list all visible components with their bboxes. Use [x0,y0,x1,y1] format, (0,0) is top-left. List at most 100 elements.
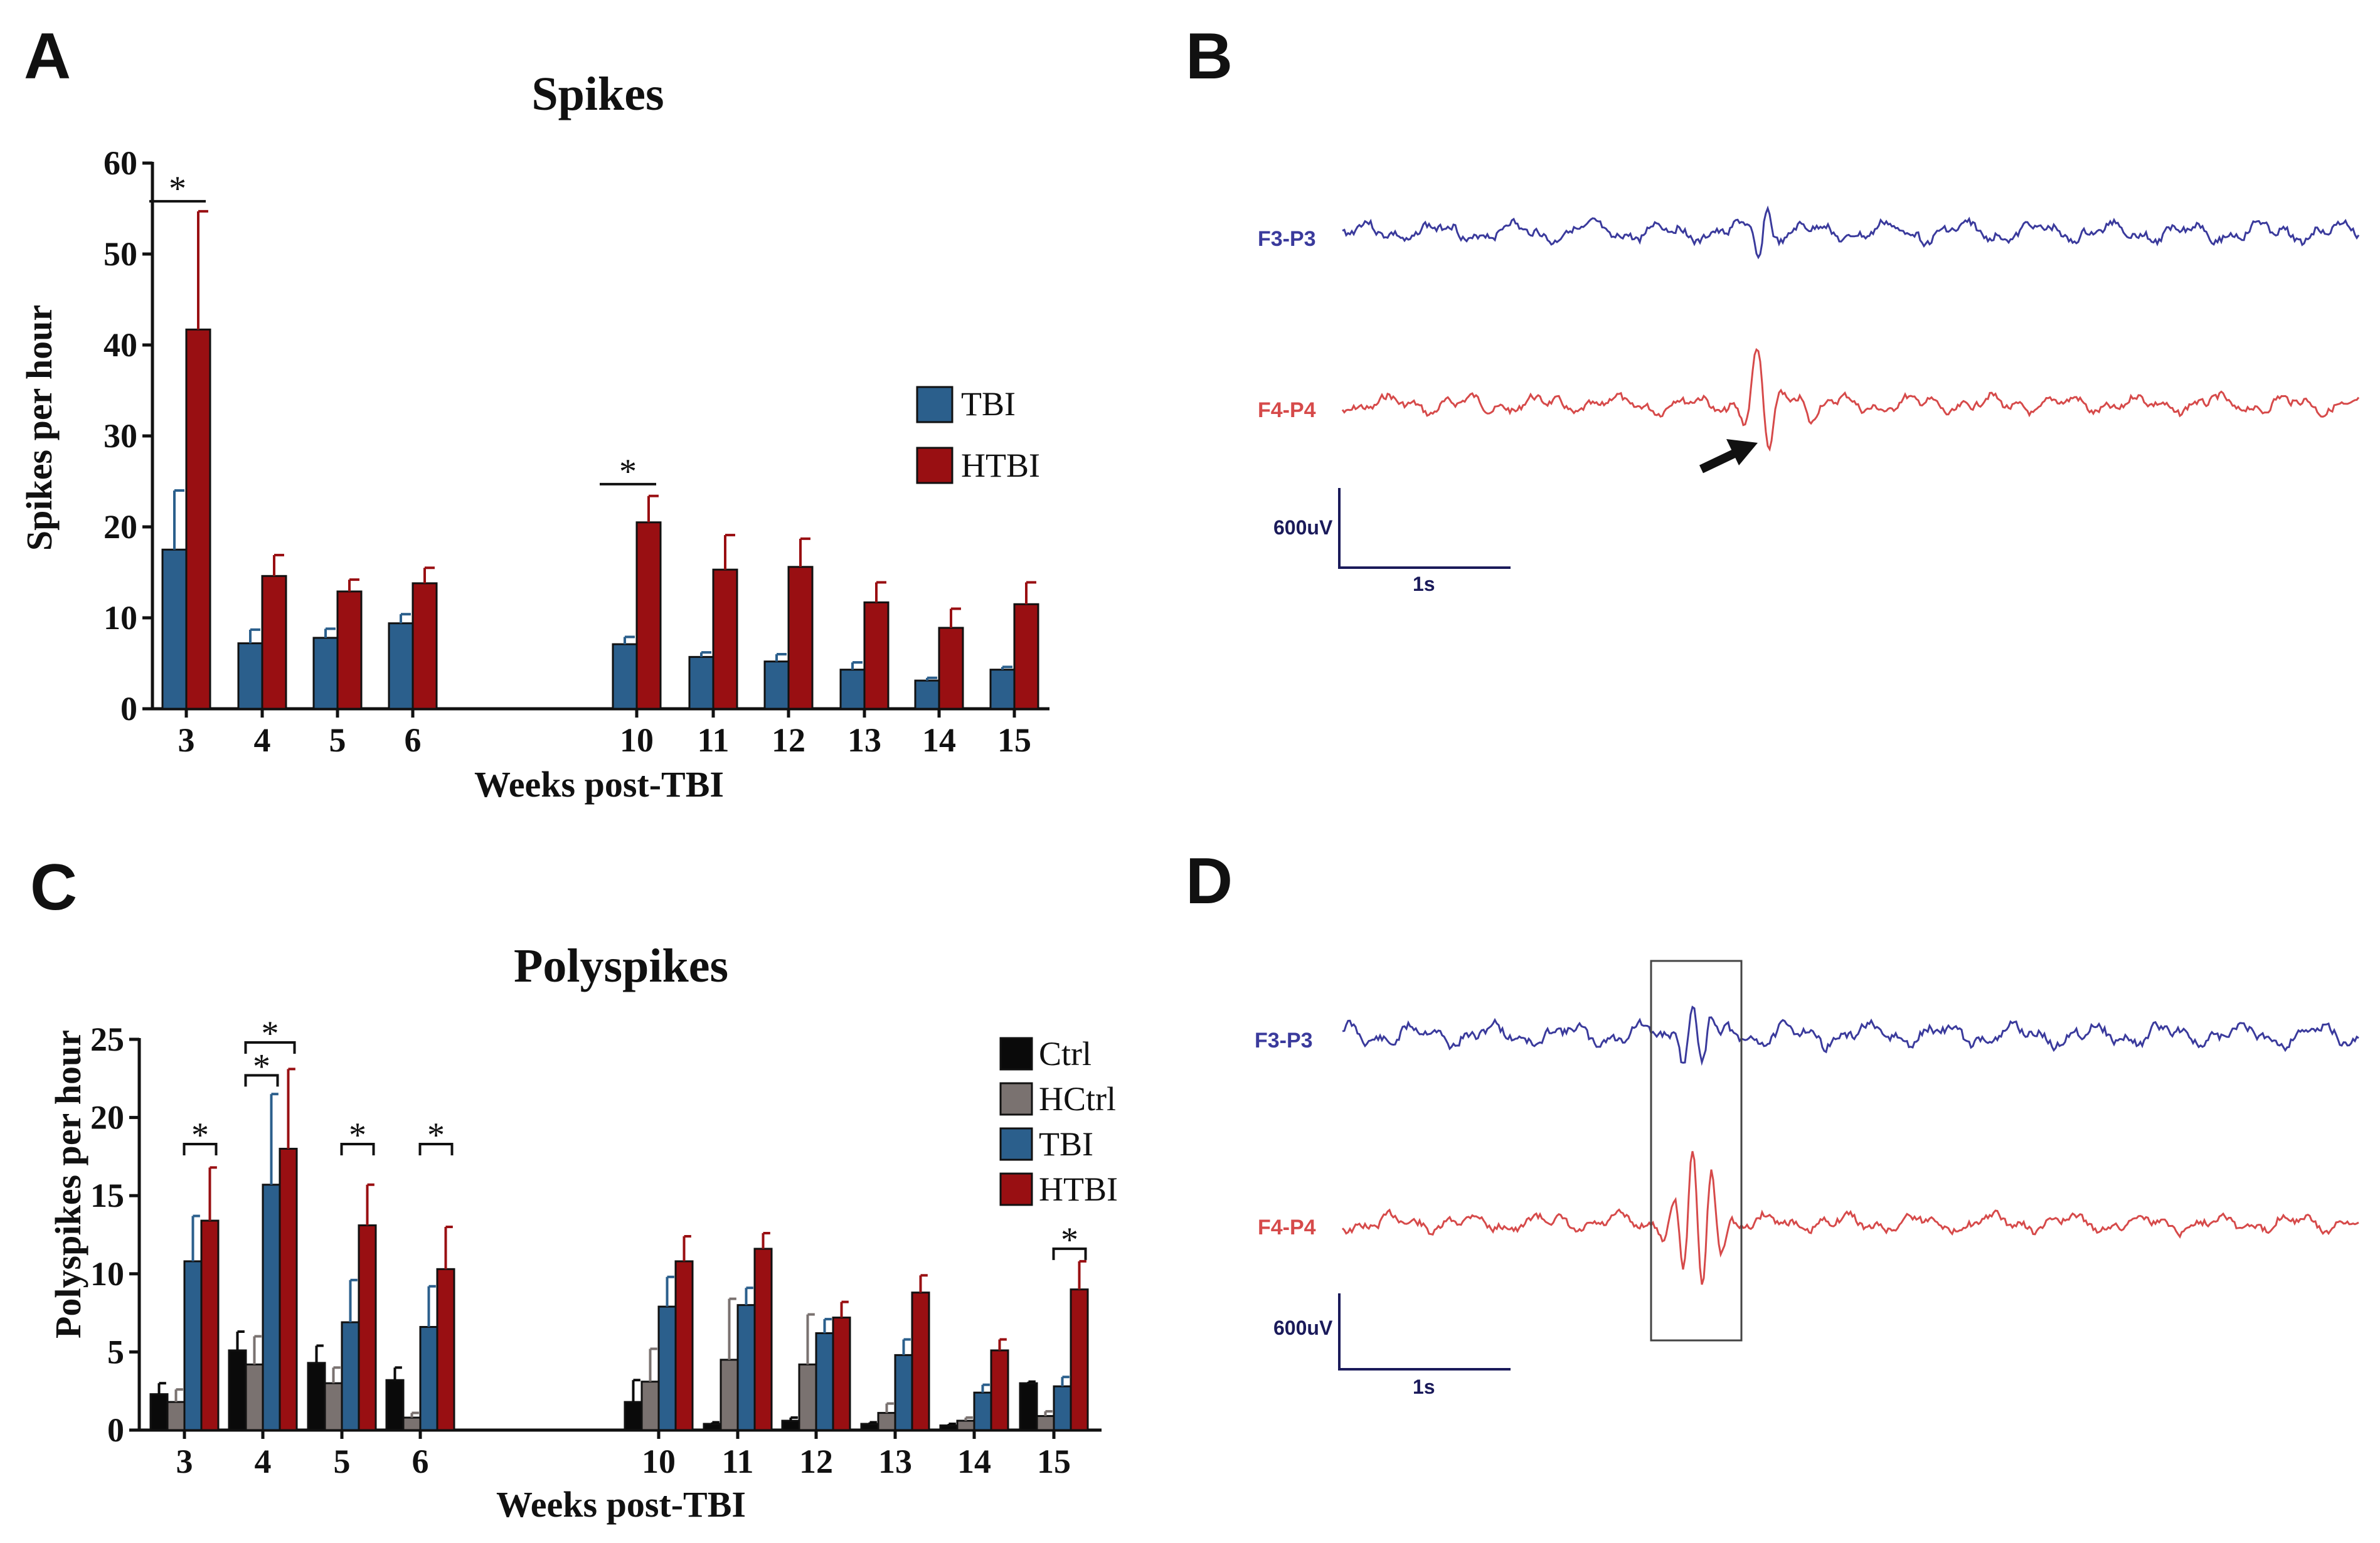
chart-a-ytick-label-0: 0 [120,690,137,728]
chart-c-bar-htbi-wk5 [358,1224,377,1431]
chart-a-bar-tbi-wk4 [237,642,263,710]
chart-c-bar-tbi-wk11 [736,1304,756,1431]
eeg-b-channel-label-1: F3-P3 [1258,227,1316,251]
legend-swatch-tbi [916,386,954,423]
chart-c-xtick-label-5: 5 [334,1443,351,1480]
chart-a-bar-tbi-wk12 [763,660,790,710]
chart-a-ytick-label-40: 40 [104,326,137,364]
arrow-head [1726,439,1758,465]
chart-c-bar-htbi-wk13 [911,1291,930,1431]
chart-a-ytick-label-20: 20 [104,508,137,546]
chart-c-title: Polyspikes [514,940,728,992]
chart-a-xlabel: Weeks post-TBI [474,764,724,805]
chart-c-sig-wk6-tbi-htbi-bracket [418,1142,454,1155]
chart-c-ytick-label-20: 20 [90,1099,124,1137]
chart-a-xtick-label-3: 3 [178,721,195,759]
chart-a-bar-tbi-wk5 [312,637,339,710]
chart-a-xtick-label-12: 12 [772,721,805,759]
chart-c-sig-wk4-hctrl-tbi-bracket [244,1074,279,1087]
chart-a-bar-htbi-wk12 [787,566,814,710]
panel-letter-a: A [24,20,71,93]
polyspikes-chart: Polyspikes Polyspikes per hour Weeks pos… [48,940,1118,1525]
chart-c-ytick-label-0: 0 [107,1411,124,1449]
eeg-d-scale-bar [1338,1293,1511,1371]
chart-c-bar-htbi-wk4 [279,1147,298,1431]
chart-c-bar-htbi-wk10 [674,1260,694,1431]
chart-c-xlabel: Weeks post-TBI [496,1484,746,1525]
chart-c-sig-wk3-tbi-htbi-star: * [191,1116,209,1155]
chart-a-plot-area: 0 10 20 30 40 50 60 3 4 5 6 10 11 12 13 14 15 * * [104,144,1049,759]
chart-c-sig-wk15-tbi-htbi-star: * [1061,1221,1078,1259]
chart-c-ytick-label-25: 25 [90,1021,124,1058]
chart-c-bar-tbi-wk3 [183,1260,203,1431]
chart-a-ytick-label-10: 10 [104,599,137,637]
legend-label-tbi: TBI [961,385,1016,423]
chart-c-xtick-label-11: 11 [721,1443,753,1480]
legend-swatch-tbi [999,1127,1033,1161]
chart-c-bar-tbi-wk12 [815,1332,834,1431]
chart-a-bar-htbi-wk3 [185,328,211,710]
chart-a-xtick-label-10: 10 [620,721,654,759]
chart-a-bar-htbi-wk11 [712,568,738,710]
eeg-b-trace-2 [1341,347,2360,452]
chart-c-xtick-label-3: 3 [176,1443,193,1480]
eeg-d-trace-1 [1342,1005,2359,1066]
chart-c-ylabel: Polyspikes per hour [48,1030,88,1339]
chart-a-bar-htbi-wk6 [412,582,438,710]
chart-a-sig-star-wk10: * [619,452,637,491]
chart-a-bar-htbi-wk14 [938,627,964,710]
chart-c-bar-ctrl-wk10 [624,1401,643,1431]
chart-a-bar-tbi-wk11 [688,655,715,710]
legend-label-ctrl: Ctrl [1039,1035,1092,1073]
chart-a-ytick-label-50: 50 [104,235,137,273]
chart-c-xtick-label-6: 6 [412,1443,429,1480]
chart-a-bar-tbi-wk14 [914,679,940,710]
chart-c-bar-hctrl-wk3 [166,1401,186,1431]
chart-c-bar-hctrl-wk12 [798,1363,817,1431]
eeg-d-scale-time: 1s [1413,1376,1435,1398]
eeg-d-trace-2 [1341,1151,2359,1285]
chart-c-ytick-label-5: 5 [107,1333,124,1371]
chart-c-bar-tbi-wk13 [894,1354,913,1431]
chart-c-bar-ctrl-wk5 [307,1362,326,1431]
chart-a-bar-htbi-wk5 [336,590,363,710]
chart-a-bar-tbi-wk6 [388,622,414,710]
eeg-d-highlight-box [1650,960,1743,1342]
chart-a-ytick-label-60: 60 [104,144,137,182]
eeg-b-trace-1 [1342,205,2360,260]
chart-a-legend: TBI HTBI [916,385,1040,484]
chart-c-xtick-label-10: 10 [642,1443,676,1480]
chart-c-bar-ctrl-wk14 [939,1424,959,1431]
chart-c-bar-ctrl-wk12 [781,1419,800,1431]
chart-c-legend: Ctrl HCtrl TBI HTBI [999,1035,1118,1208]
chart-a-bar-tbi-wk3 [161,548,188,710]
chart-c-bar-htbi-wk6 [436,1268,455,1431]
eeg-b-channel-label-2: F4-P4 [1258,398,1316,422]
panel-letter-b: B [1186,20,1233,93]
chart-c-bar-ctrl-wk15 [1019,1382,1038,1431]
eeg-b-scale-time: 1s [1413,573,1435,595]
eeg-b-scale-bar [1338,488,1511,569]
chart-c-bar-tbi-wk5 [341,1321,360,1431]
chart-c-sig-wk4-hctrl-htbi-star: * [262,1014,279,1053]
spikes-chart: Spikes Spikes per hour Weeks post-TBI 0 1… [19,68,1049,805]
chart-c-bar-htbi-wk12 [832,1317,851,1431]
eeg-d-channel-label-1: F3-P3 [1255,1029,1313,1053]
eeg-panel-d: F3-P3 F4-P4 600uV 1s [1255,960,2359,1398]
eeg-b-arrow [1699,439,1758,474]
chart-a-bar-htbi-wk4 [261,575,287,710]
chart-a-bar-htbi-wk10 [635,521,662,710]
chart-c-bar-hctrl-wk10 [640,1381,660,1431]
chart-c-bar-tbi-wk6 [419,1326,438,1431]
chart-a-xtick-label-6: 6 [405,721,422,759]
chart-c-bar-tbi-wk14 [973,1391,992,1431]
chart-c-sig-wk15-tbi-htbi-bracket [1052,1247,1087,1260]
chart-c-bar-tbi-wk15 [1053,1385,1072,1431]
legend-swatch-hctrl [999,1082,1033,1116]
legend-swatch-ctrl [999,1037,1033,1071]
chart-a-ylabel: Spikes per hour [19,305,60,551]
chart-c-bar-htbi-wk3 [200,1219,220,1431]
chart-c-bar-hctrl-wk6 [402,1416,422,1431]
legend-label-htbi: HTBI [961,447,1040,484]
